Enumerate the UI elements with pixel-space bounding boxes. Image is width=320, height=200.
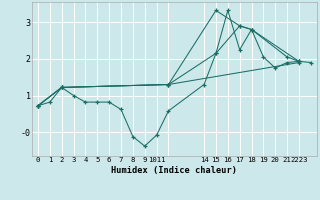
X-axis label: Humidex (Indice chaleur): Humidex (Indice chaleur)	[111, 166, 237, 175]
